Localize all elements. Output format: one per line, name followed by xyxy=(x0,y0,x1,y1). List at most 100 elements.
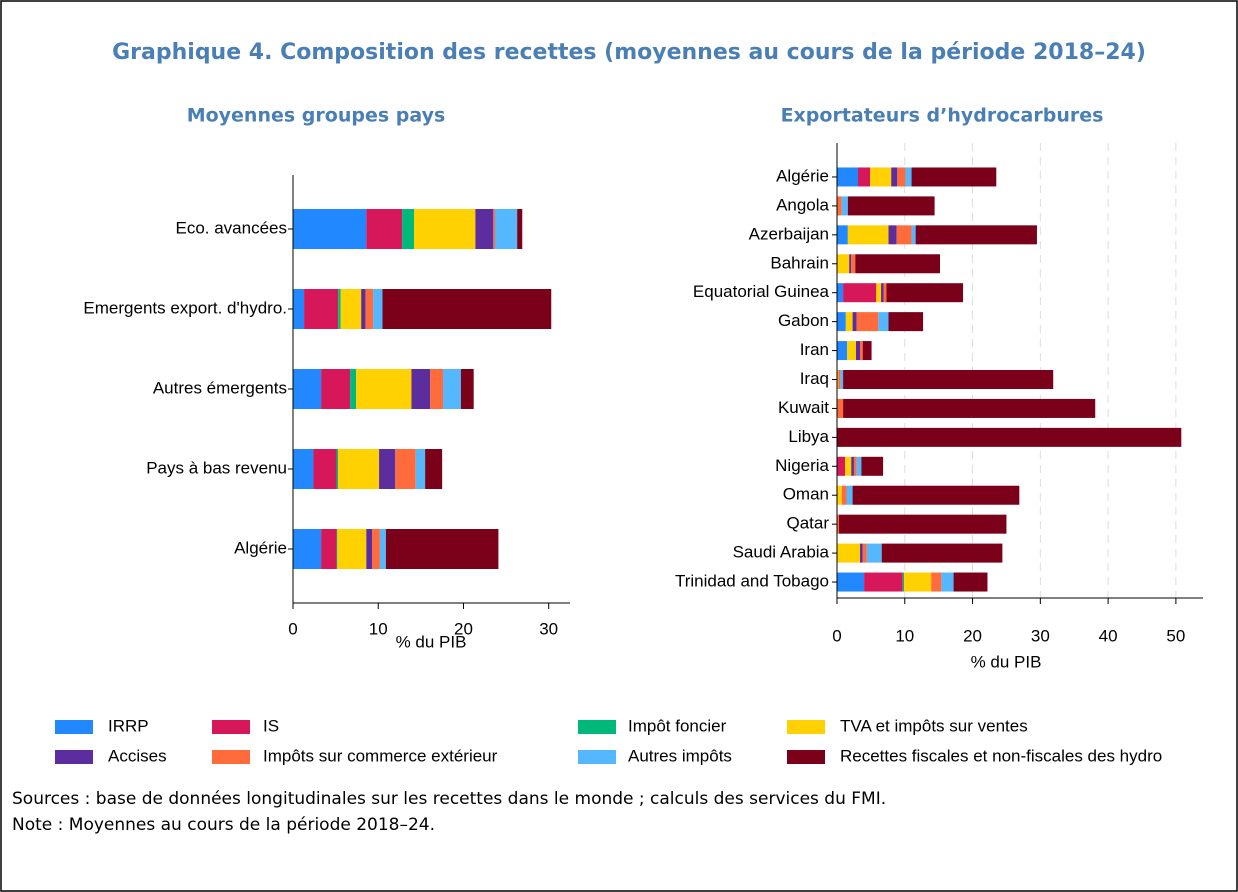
bar-segment xyxy=(896,225,912,245)
bar-segment xyxy=(837,398,844,418)
bar-segment xyxy=(915,225,1037,245)
y-tick-label: Algérie xyxy=(234,538,287,557)
bar-segment xyxy=(837,370,839,389)
bar-segment xyxy=(881,283,884,303)
bar-segment xyxy=(862,341,872,361)
bar-segment xyxy=(372,529,380,569)
bar-segment xyxy=(430,369,444,409)
bar-segment xyxy=(902,572,905,592)
bar-segment xyxy=(852,485,1020,505)
bar-segment xyxy=(460,369,474,409)
bar-segment xyxy=(860,543,863,563)
bar-segment xyxy=(886,283,964,303)
legend-label: Recettes fiscales et non-fiscales des hy… xyxy=(840,746,1162,765)
bar-segment xyxy=(837,543,861,563)
y-tick-label: Oman xyxy=(783,485,829,504)
bar-segment xyxy=(843,398,1096,418)
legend-swatch xyxy=(787,720,825,734)
sources: Sources : base de données longitudinales… xyxy=(12,789,886,809)
bar-segment xyxy=(321,369,351,409)
bar-segment xyxy=(837,283,844,303)
bar-segment xyxy=(856,456,862,476)
bar-segment xyxy=(837,485,842,505)
bar-segment xyxy=(366,529,373,569)
y-tick-label: Azerbaijan xyxy=(749,224,829,243)
x-tick-label: 10 xyxy=(369,619,388,638)
bar-segment xyxy=(864,572,903,592)
bar-segment xyxy=(941,572,954,592)
x-axis-label: % du PIB xyxy=(971,652,1042,671)
y-tick-label: Emergents export. d'hydro. xyxy=(83,298,287,317)
bar-segment xyxy=(841,485,847,505)
y-tick-label: Gabon xyxy=(778,311,829,330)
bar-segment xyxy=(350,369,357,409)
legend-label: Impôts sur commerce extérieur xyxy=(263,746,498,765)
bar-segment xyxy=(340,289,362,329)
y-tick-label: Eco. avancées xyxy=(175,218,287,237)
bar-segment xyxy=(856,312,879,332)
bar-segment xyxy=(517,209,523,249)
bar-segment xyxy=(337,529,367,569)
bar-segment xyxy=(338,289,341,329)
y-tick-label: Autres émergents xyxy=(153,378,287,397)
y-tick-label: Iran xyxy=(800,340,829,359)
y-tick-label: Iraq xyxy=(800,369,829,388)
bar-segment xyxy=(837,167,859,187)
y-tick-label: Pays à bas revenu xyxy=(146,458,287,477)
legend-swatch xyxy=(212,720,250,734)
bar-segment xyxy=(336,449,339,489)
bar-segment xyxy=(395,449,416,489)
bar-segment xyxy=(379,529,386,569)
x-axis-label: % du PIB xyxy=(396,632,467,651)
bar-segment xyxy=(911,225,916,245)
y-tick-label: Libya xyxy=(788,427,829,446)
bar-segment xyxy=(866,543,882,563)
bar-segment xyxy=(379,449,396,489)
bar-segment xyxy=(837,341,848,361)
legend-label: Autres impôts xyxy=(628,746,732,765)
bar-segment xyxy=(837,225,848,245)
bar-segment xyxy=(837,572,865,592)
bar-segment xyxy=(414,209,476,249)
y-tick-label: Qatar xyxy=(786,514,829,533)
bar-segment xyxy=(293,449,314,489)
bar-segment xyxy=(862,543,867,563)
bar-segment xyxy=(911,167,997,187)
chart-title: Moyennes groupes pays xyxy=(187,105,446,127)
bar-segment xyxy=(855,341,861,361)
bar-segment xyxy=(493,209,495,249)
x-tick-label: 20 xyxy=(963,626,982,645)
bar-segment xyxy=(888,225,897,245)
bar-segment xyxy=(846,485,853,505)
bar-segment xyxy=(321,529,337,569)
bar-segment xyxy=(870,167,892,187)
x-tick-label: 40 xyxy=(1099,626,1118,645)
bar-segment xyxy=(494,209,518,249)
y-tick-label: Bahrain xyxy=(770,253,829,272)
y-tick-label: Equatorial Guinea xyxy=(693,282,830,301)
bar-segment xyxy=(845,312,853,332)
chart-title: Exportateurs d’hydrocarbures xyxy=(781,105,1104,127)
legend-swatch xyxy=(578,750,616,764)
bar-segment xyxy=(853,456,857,476)
bar-segment xyxy=(931,572,942,592)
legend-swatch xyxy=(787,750,825,764)
bar-segment xyxy=(881,543,1003,563)
legend-swatch xyxy=(55,750,93,764)
x-tick-label: 0 xyxy=(288,619,297,638)
bar-segment xyxy=(847,341,856,361)
y-tick-label: Kuwait xyxy=(778,398,829,417)
x-tick-label: 10 xyxy=(895,626,914,645)
bar-segment xyxy=(888,312,924,332)
bar-segment xyxy=(841,196,848,216)
bar-segment xyxy=(953,572,988,592)
bar-segment xyxy=(843,283,877,303)
bar-segment xyxy=(361,289,366,329)
bar-segment xyxy=(425,449,443,489)
x-tick-label: 30 xyxy=(539,619,558,638)
bar-segment xyxy=(843,370,1054,389)
legend-swatch xyxy=(212,750,250,764)
legend-label: TVA et impôts sur ventes xyxy=(840,716,1028,735)
bar-segment xyxy=(837,312,846,332)
